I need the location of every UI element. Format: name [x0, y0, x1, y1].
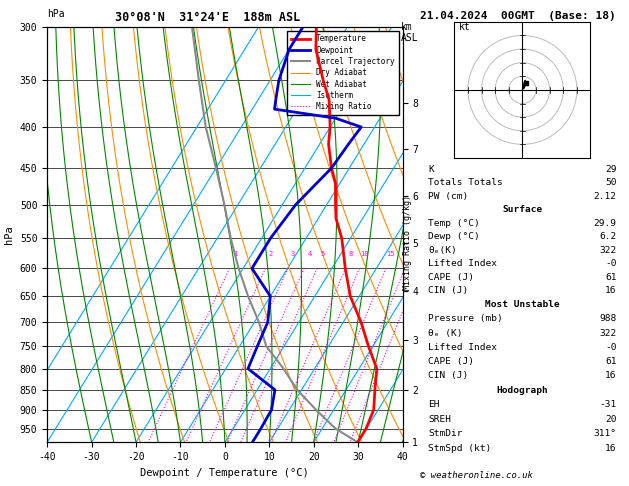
Text: CAPE (J): CAPE (J): [428, 357, 474, 366]
Text: CIN (J): CIN (J): [428, 371, 469, 380]
Text: CIN (J): CIN (J): [428, 286, 469, 295]
Text: 988: 988: [599, 314, 616, 323]
Text: 311°: 311°: [593, 429, 616, 438]
Text: Surface: Surface: [503, 205, 542, 214]
Text: km: km: [401, 22, 413, 32]
Text: K: K: [428, 165, 434, 174]
Text: Lifted Index: Lifted Index: [428, 343, 498, 352]
Text: 16: 16: [605, 444, 616, 453]
Text: 8: 8: [348, 251, 353, 257]
Text: kt: kt: [459, 22, 470, 32]
Text: 29.9: 29.9: [593, 219, 616, 227]
Text: -0: -0: [605, 343, 616, 352]
Text: θₑ(K): θₑ(K): [428, 246, 457, 255]
Text: -0: -0: [605, 259, 616, 268]
Text: 16: 16: [605, 371, 616, 380]
Text: 61: 61: [605, 273, 616, 282]
Text: 322: 322: [599, 329, 616, 338]
Text: 61: 61: [605, 357, 616, 366]
Text: Totals Totals: Totals Totals: [428, 178, 503, 187]
Text: PW (cm): PW (cm): [428, 191, 469, 201]
Text: 6.2: 6.2: [599, 232, 616, 241]
Y-axis label: hPa: hPa: [4, 225, 14, 244]
Text: CAPE (J): CAPE (J): [428, 273, 474, 282]
Text: Mixing Ratio (g/kg): Mixing Ratio (g/kg): [403, 195, 412, 291]
Text: Lifted Index: Lifted Index: [428, 259, 498, 268]
Text: 10: 10: [360, 251, 369, 257]
Text: -31: -31: [599, 400, 616, 409]
Text: © weatheronline.co.uk: © weatheronline.co.uk: [420, 471, 533, 480]
Text: 29: 29: [605, 165, 616, 174]
Legend: Temperature, Dewpoint, Parcel Trajectory, Dry Adiabat, Wet Adiabat, Isotherm, Mi: Temperature, Dewpoint, Parcel Trajectory…: [287, 31, 399, 115]
Text: SREH: SREH: [428, 415, 452, 424]
Text: 5: 5: [320, 251, 325, 257]
Text: Hodograph: Hodograph: [496, 385, 548, 395]
Text: 1: 1: [233, 251, 237, 257]
Text: 15: 15: [387, 251, 395, 257]
Text: EH: EH: [428, 400, 440, 409]
Text: Pressure (mb): Pressure (mb): [428, 314, 503, 323]
Text: 30°08'N  31°24'E  188m ASL: 30°08'N 31°24'E 188m ASL: [115, 11, 300, 24]
Text: ASL: ASL: [401, 33, 419, 43]
Text: hPa: hPa: [47, 9, 65, 19]
Text: Most Unstable: Most Unstable: [485, 300, 560, 309]
Text: 50: 50: [605, 178, 616, 187]
Text: 2: 2: [269, 251, 273, 257]
Text: 4: 4: [308, 251, 311, 257]
Text: 3: 3: [291, 251, 295, 257]
Text: θₑ (K): θₑ (K): [428, 329, 463, 338]
Text: StmSpd (kt): StmSpd (kt): [428, 444, 492, 453]
Text: Dewp (°C): Dewp (°C): [428, 232, 480, 241]
Text: 21.04.2024  00GMT  (Base: 18): 21.04.2024 00GMT (Base: 18): [420, 11, 616, 21]
Text: 2.12: 2.12: [593, 191, 616, 201]
Text: Temp (°C): Temp (°C): [428, 219, 480, 227]
Text: 322: 322: [599, 246, 616, 255]
Text: 16: 16: [605, 286, 616, 295]
Text: StmDir: StmDir: [428, 429, 463, 438]
X-axis label: Dewpoint / Temperature (°C): Dewpoint / Temperature (°C): [140, 468, 309, 478]
Text: 20: 20: [605, 415, 616, 424]
